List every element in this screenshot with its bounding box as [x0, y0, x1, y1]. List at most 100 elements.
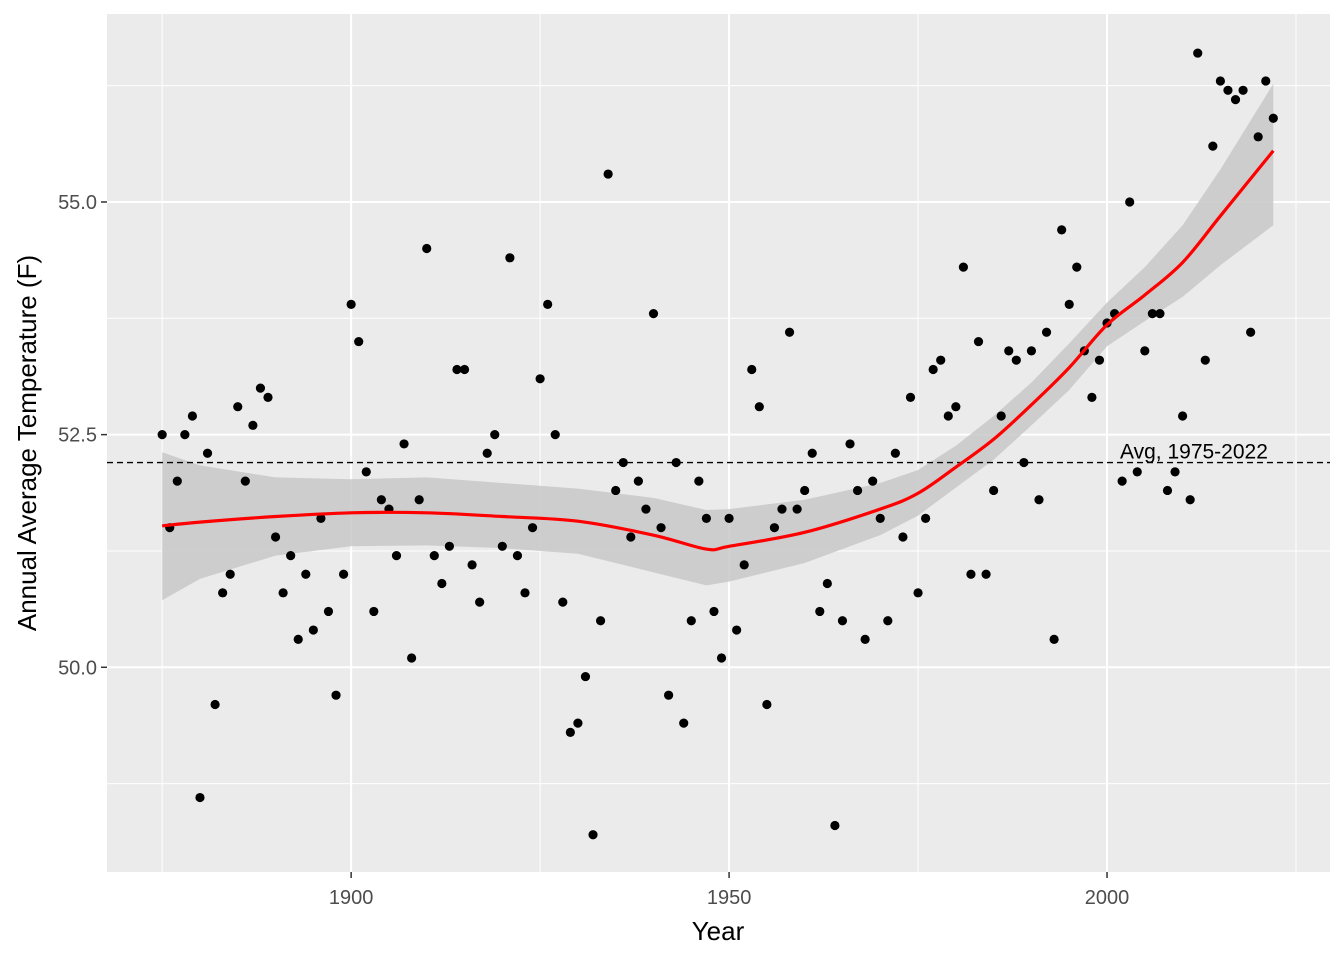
- data-point: [1026, 346, 1037, 356]
- x-tick-label: 2000: [1085, 887, 1130, 909]
- data-point: [338, 569, 349, 579]
- data-point: [921, 513, 931, 523]
- data-points: [157, 48, 1278, 840]
- data-point: [664, 690, 674, 700]
- data-point: [1223, 85, 1233, 95]
- data-point: [1011, 355, 1021, 365]
- data-point: [973, 336, 984, 347]
- data-point: [157, 430, 167, 440]
- data-point: [694, 476, 704, 486]
- data-point: [1140, 346, 1150, 356]
- data-point: [444, 541, 455, 551]
- x-tick-label: 1900: [329, 887, 374, 909]
- data-point: [316, 513, 326, 523]
- data-point: [1125, 197, 1135, 207]
- data-point: [505, 253, 515, 263]
- data-point: [845, 439, 855, 449]
- data-point: [210, 699, 220, 710]
- data-point: [671, 457, 681, 468]
- data-point: [633, 476, 643, 486]
- data-point: [603, 169, 613, 179]
- data-point: [376, 495, 386, 505]
- data-point: [1147, 309, 1157, 319]
- data-point: [981, 569, 991, 579]
- data-point: [822, 578, 832, 589]
- data-point: [278, 588, 288, 598]
- data-point: [868, 476, 878, 486]
- data-point: [1155, 309, 1165, 319]
- data-point: [1170, 467, 1180, 477]
- data-point: [936, 355, 946, 365]
- data-point: [1041, 327, 1052, 337]
- data-point: [255, 383, 266, 393]
- y-tick-label: 52.5: [58, 425, 97, 447]
- data-point: [195, 792, 205, 803]
- data-point: [913, 588, 923, 598]
- data-point: [1132, 467, 1142, 477]
- data-point: [429, 551, 439, 561]
- data-point: [898, 532, 908, 542]
- data-point: [989, 485, 999, 496]
- data-point: [1185, 495, 1195, 505]
- data-point: [648, 309, 659, 319]
- data-point: [497, 541, 507, 551]
- data-point: [1200, 355, 1210, 365]
- data-point: [709, 606, 719, 617]
- data-point: [248, 420, 258, 430]
- data-point: [777, 504, 787, 514]
- data-point: [943, 411, 953, 421]
- data-point: [611, 485, 621, 496]
- data-point: [354, 336, 364, 347]
- smooth-line: [162, 149, 1275, 552]
- data-point: [490, 430, 500, 440]
- data-point: [837, 616, 848, 626]
- data-point: [626, 532, 636, 542]
- y-axis-label: Annual Average Temperature (F): [12, 255, 42, 631]
- data-point: [905, 392, 916, 403]
- data-point: [883, 616, 893, 626]
- data-point: [301, 569, 311, 579]
- data-point: [1238, 85, 1248, 95]
- data-point: [732, 625, 742, 635]
- data-point: [830, 820, 840, 831]
- data-point: [928, 364, 938, 375]
- data-point: [263, 392, 273, 403]
- data-point: [391, 551, 402, 561]
- data-point: [1087, 392, 1097, 403]
- data-point: [1057, 225, 1067, 235]
- reference-line-label: Avg, 1975-2022: [1120, 441, 1268, 464]
- data-point: [1230, 95, 1241, 105]
- data-point: [527, 523, 538, 533]
- data-point: [724, 513, 734, 523]
- data-point: [1178, 411, 1188, 421]
- data-point: [996, 411, 1006, 421]
- data-point: [618, 457, 628, 468]
- data-point: [422, 243, 432, 254]
- data-point: [346, 299, 356, 309]
- data-point: [361, 467, 371, 477]
- data-point: [769, 523, 780, 533]
- data-point: [202, 448, 213, 458]
- y-tick-label: 55.0: [58, 192, 97, 214]
- plot-panel: [107, 14, 1330, 872]
- data-point: [459, 364, 470, 375]
- data-point: [958, 262, 969, 272]
- axes: 1900 1950 2000 50.0 52.5 55.0: [58, 192, 1129, 909]
- data-point: [240, 476, 250, 486]
- data-point: [966, 569, 976, 579]
- data-point: [641, 504, 651, 514]
- data-point: [747, 364, 757, 375]
- data-point: [1019, 457, 1029, 468]
- data-point: [1253, 132, 1263, 142]
- data-point: [739, 560, 749, 570]
- data-point: [558, 597, 568, 607]
- data-point: [800, 485, 810, 496]
- confidence-band: [162, 83, 1274, 601]
- data-point: [323, 606, 334, 617]
- data-point: [218, 588, 228, 598]
- data-point: [1049, 634, 1059, 644]
- data-point: [1246, 327, 1256, 337]
- data-point: [225, 569, 235, 579]
- data-point: [716, 653, 727, 663]
- data-point: [475, 597, 485, 607]
